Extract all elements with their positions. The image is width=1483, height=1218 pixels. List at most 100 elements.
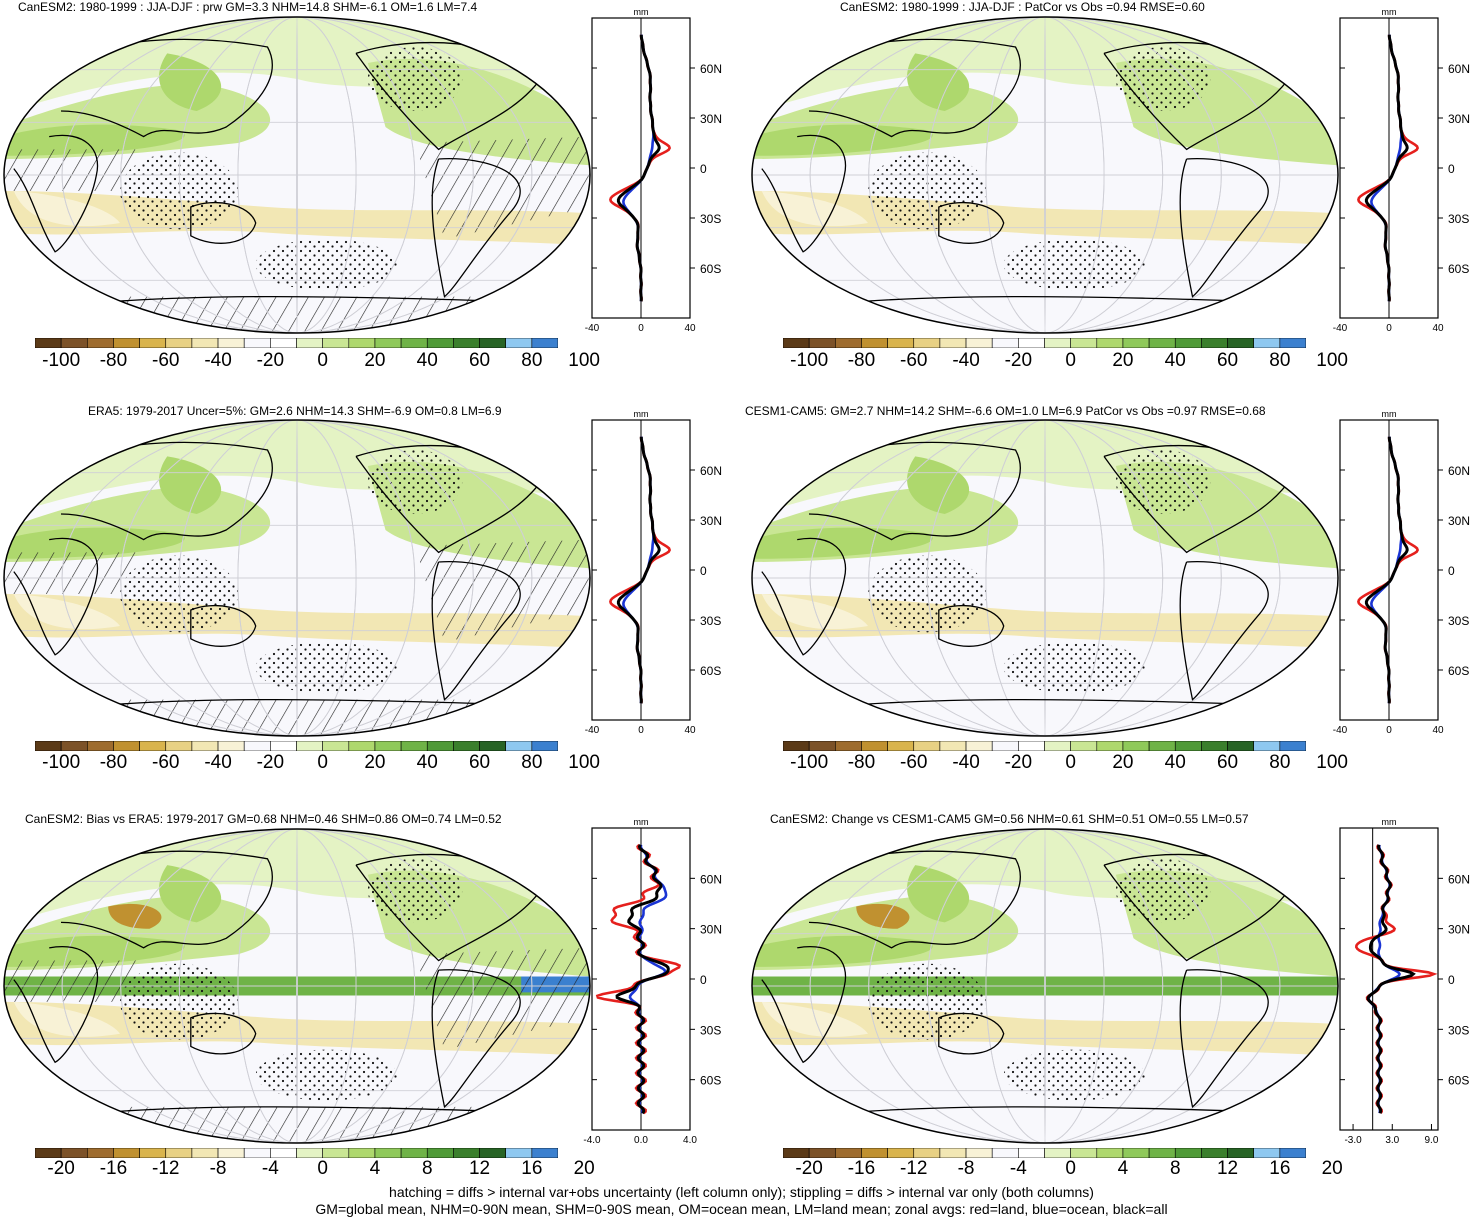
colorbar-box [1122, 741, 1150, 751]
colorbar-tick-label: -60 [900, 350, 928, 371]
colorbar-box [453, 338, 480, 348]
colorbar-box [400, 338, 428, 348]
colorbar-tick-label: 60 [1216, 752, 1239, 773]
shading-region [907, 456, 970, 514]
colorbar-box [1044, 338, 1071, 348]
coastline [431, 561, 521, 701]
coastline [761, 134, 847, 253]
colorbar-box [165, 741, 193, 751]
zonal-xtick-label: -40 [585, 725, 600, 736]
shading-region [752, 935, 933, 967]
colorbar-box [1227, 1148, 1254, 1158]
colorbar-tick-label: 20 [1321, 1158, 1343, 1179]
map-outline [3, 419, 591, 737]
colorbar-box [861, 1148, 888, 1158]
zonal-xtick-label: -3.0 [1344, 1135, 1362, 1146]
map-outline [751, 419, 1339, 737]
coastline [938, 604, 1005, 647]
zonal-xtick-label: 40 [684, 323, 696, 334]
zonal-xtick-label: 3.0 [1385, 1135, 1399, 1146]
colorbar-box [1227, 741, 1254, 751]
colorbar-tick-label: -20 [1004, 350, 1033, 371]
shading-region [761, 1001, 868, 1037]
colorbar-tick-label: -100 [42, 350, 81, 371]
zonal-unit-label: mm [1382, 817, 1397, 827]
colorbar-box [808, 1148, 836, 1158]
coastline [761, 537, 847, 656]
colorbar-box [887, 741, 915, 751]
colorbar-tick-label: -100 [42, 752, 81, 773]
colorbar-box [479, 338, 506, 348]
colorbar-box [1174, 1148, 1202, 1158]
hatching-region [4, 149, 150, 191]
colorbar-tick-label: 60 [468, 752, 491, 773]
zonal-xtick-label: 0 [638, 725, 644, 736]
coastline [431, 969, 521, 1109]
colorbar-box [426, 1148, 454, 1158]
coastline [431, 158, 521, 298]
panel-title: CESM1-CAM5: GM=2.7 NHM=14.2 SHM=-6.6 OM=… [745, 404, 1266, 418]
colorbar-box [86, 741, 114, 751]
shading-region [159, 456, 222, 514]
footer-line-1: hatching = diffs > internal var+obs unce… [389, 1184, 1094, 1200]
colorbar-box [113, 338, 140, 348]
colorbar-tick-label: 0 [317, 752, 328, 773]
colorbar-tick-label: 12 [1216, 1158, 1239, 1179]
colorbar [35, 338, 558, 348]
zonal-lat-label: 60S [1448, 664, 1469, 678]
zonal-lat-label: 0 [700, 162, 707, 176]
zonal-xtick-label: 4.0 [683, 1135, 697, 1146]
zonal-lat-label: 60N [700, 872, 722, 886]
colorbar-box [296, 1148, 323, 1158]
zonal-xtick-label: 40 [684, 725, 696, 736]
colorbar-box [296, 741, 323, 751]
zonal-curve-all [1364, 34, 1409, 302]
colorbar-tick-label: 20 [1112, 752, 1134, 773]
zonal-lat-label: 30N [700, 514, 722, 528]
panel-title: CanESM2: Bias vs ERA5: 1979-2017 GM=0.68… [25, 812, 502, 826]
colorbar-box [243, 1148, 271, 1158]
panel-title: CanESM2: 1980-1999 : JJA-DJF : prw GM=3.… [18, 0, 478, 14]
shading-region [13, 191, 120, 227]
zonal-curve-all [616, 34, 661, 302]
colorbar-box [1122, 1148, 1150, 1158]
colorbar-box [165, 1148, 193, 1158]
colorbar-box [965, 1148, 993, 1158]
coastline [938, 201, 1005, 244]
colorbar-box [217, 338, 245, 348]
stippling-region [255, 239, 398, 291]
colorbar-tick-label: 40 [416, 350, 438, 371]
colorbar-box [1018, 1148, 1045, 1158]
colorbar-box [217, 1148, 245, 1158]
zonal-lat-label: 0 [700, 564, 707, 578]
zonal-xtick-label: 0.0 [634, 1135, 648, 1146]
zonal-xtick-label: 0 [1386, 323, 1392, 334]
colorbar-tick-label: 80 [521, 350, 543, 371]
colorbar-tick-label: -16 [847, 1158, 876, 1179]
colorbar-box [505, 338, 533, 348]
zonal-unit-label: mm [1382, 409, 1397, 419]
zonal-average-plot: mm -40 0 40 60N 30N 0 30S 60S [1333, 7, 1470, 334]
colorbar-box [939, 338, 967, 348]
coastline [13, 537, 99, 656]
map-plot [3, 828, 591, 1144]
colorbar-box [35, 338, 62, 348]
colorbar-box [348, 338, 376, 348]
colorbar-tick-label: 0 [317, 350, 328, 371]
stippling-region [367, 450, 463, 514]
colorbar-tick-label: -16 [99, 1158, 128, 1179]
colorbar-box [991, 338, 1019, 348]
hatching-region [415, 947, 590, 1050]
hatching-region [120, 296, 474, 333]
colorbar-tick-label: -80 [847, 350, 876, 371]
map-plot [751, 16, 1339, 334]
colorbar-box [531, 1148, 558, 1158]
colorbar-box [426, 741, 454, 751]
zonal-xtick-label: -40 [1333, 725, 1348, 736]
stippling-region [1115, 858, 1211, 923]
zonal-xtick-label: -4.0 [583, 1135, 601, 1146]
colorbar-box [139, 741, 167, 751]
colorbar-box [453, 1148, 480, 1158]
coastline [1103, 41, 1294, 151]
colorbar-box [217, 741, 245, 751]
